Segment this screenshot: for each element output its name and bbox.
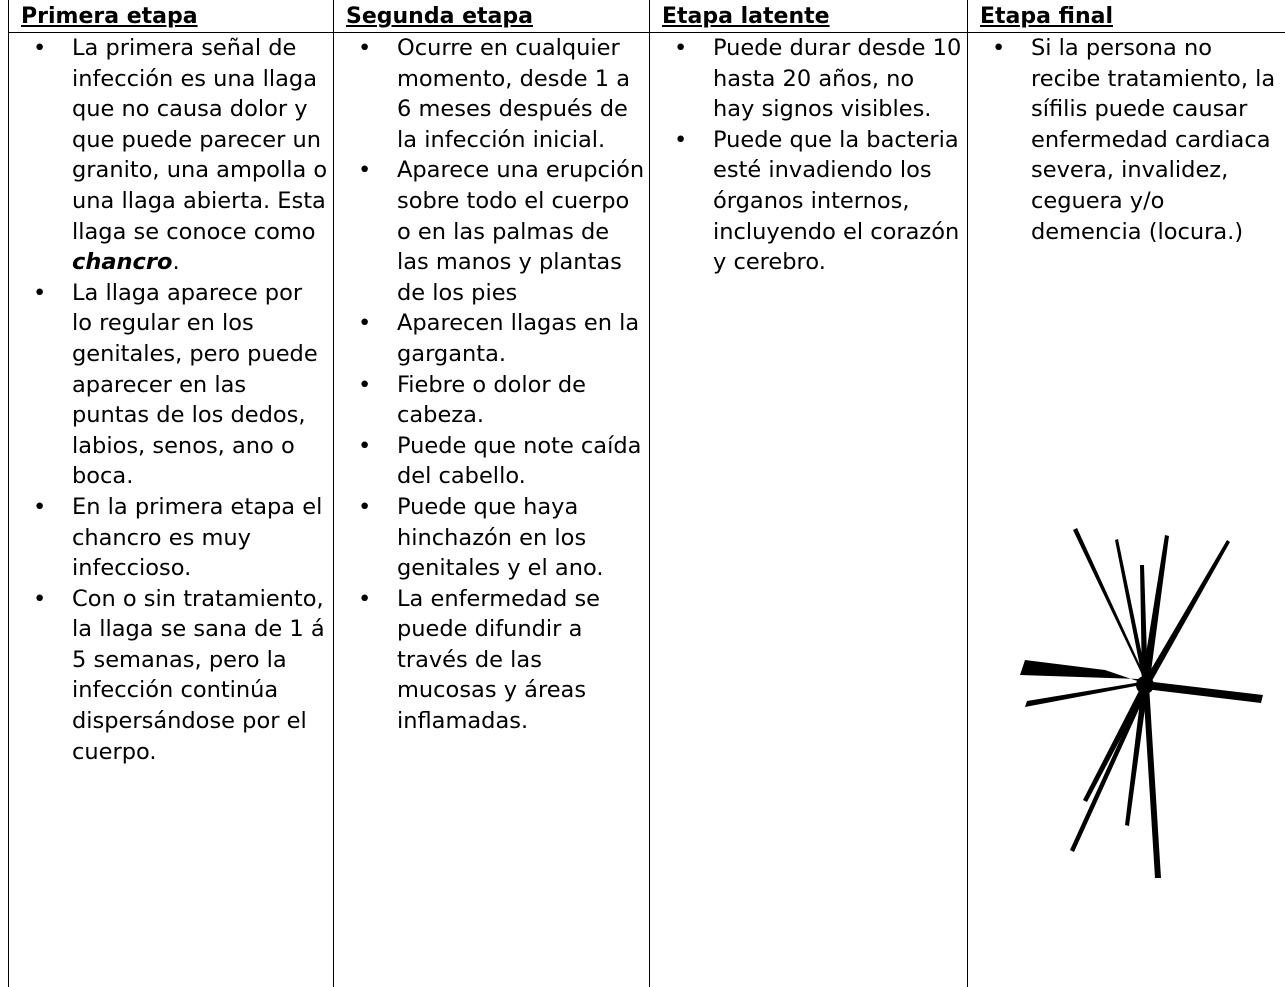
column-header: Segunda etapa	[334, 0, 651, 33]
bullet-item: Puede durar desde 10 hasta 20 años, no h…	[650, 33, 969, 125]
table-column: Etapa latentePuede durar desde 10 hasta …	[649, 0, 969, 987]
item-text: La primera señal de infección es una lla…	[72, 35, 328, 245]
bullet-item: Ocurre en cualquier momento, desde 1 a 6…	[334, 33, 651, 155]
bullet-list: Si la persona no recibe tratamiento, la …	[968, 33, 1285, 247]
column-header: Etapa final	[968, 0, 1285, 33]
table-column: Segunda etapaOcurre en cualquier momento…	[333, 0, 651, 987]
bullet-item: La primera señal de infección es una lla…	[9, 33, 335, 278]
table-column: Primera etapaLa primera señal de infecci…	[8, 0, 335, 987]
column-header: Etapa latente	[650, 0, 969, 33]
bullet-item: Puede que haya hinchazón en los genitale…	[334, 492, 651, 584]
bullet-list: Puede durar desde 10 hasta 20 años, no h…	[650, 33, 969, 278]
bullet-item: La enfermedad se puede difundir a través…	[334, 584, 651, 737]
table-column: Etapa finalSi la persona no recibe trata…	[967, 0, 1285, 987]
item-text: .	[172, 249, 180, 276]
emphasized-term: chancro	[72, 249, 173, 276]
bullet-item: Con o sin tratamiento, la llaga se sana …	[9, 584, 335, 768]
bullet-item: En la primera etapa el chancro es muy in…	[9, 492, 335, 584]
bullet-list: Ocurre en cualquier momento, desde 1 a 6…	[334, 33, 651, 737]
bullet-item: La llaga aparece por lo regular en los g…	[9, 278, 335, 492]
bullet-item: Aparece una erupción sobre todo el cuerp…	[334, 155, 651, 308]
bullet-item: Fiebre o dolor de cabeza.	[334, 370, 651, 431]
bullet-item: Aparecen llagas en la garganta.	[334, 308, 651, 369]
bullet-item: Si la persona no recibe tratamiento, la …	[968, 33, 1285, 247]
bullet-item: Puede que la bacteria esté invadiendo lo…	[650, 125, 969, 278]
column-header: Primera etapa	[9, 0, 335, 33]
bullet-item: Puede que note caída del cabello.	[334, 431, 651, 492]
starburst-illustration	[1020, 528, 1263, 878]
bullet-list: La primera señal de infección es una lla…	[9, 33, 335, 767]
